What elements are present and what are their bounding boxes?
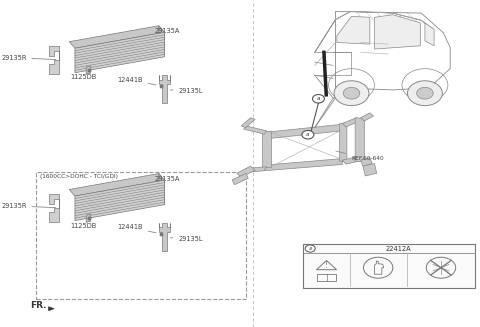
Text: 12441B: 12441B [118,77,156,85]
Text: a: a [306,132,310,137]
Text: 29135R: 29135R [1,203,56,209]
Polygon shape [69,26,165,48]
Text: !: ! [325,261,328,270]
Text: 22412A: 22412A [385,246,411,251]
Polygon shape [159,174,165,205]
Polygon shape [355,118,364,162]
Text: (1600CC>DOHC - TCI/GDI): (1600CC>DOHC - TCI/GDI) [40,174,118,179]
Bar [303,244,475,288]
Text: FR.: FR. [30,301,47,310]
Text: 1125DB: 1125DB [70,70,96,80]
Text: 29135R: 29135R [1,55,56,61]
Polygon shape [360,158,372,166]
Text: REF.60-640: REF.60-640 [336,151,384,161]
Bar [317,274,336,282]
Polygon shape [264,124,342,139]
Polygon shape [75,32,165,73]
Polygon shape [48,46,59,74]
Circle shape [408,81,443,106]
Polygon shape [425,23,434,46]
Polygon shape [48,307,54,311]
Polygon shape [237,166,255,177]
Polygon shape [342,118,360,127]
Text: 12441B: 12441B [118,225,156,233]
Circle shape [305,245,315,252]
Circle shape [302,130,314,139]
Polygon shape [86,66,91,74]
Text: 29135A: 29135A [147,176,180,189]
Text: a: a [309,246,312,251]
Polygon shape [244,167,266,173]
Polygon shape [75,180,165,220]
Text: a: a [317,96,320,101]
Polygon shape [262,131,271,167]
Circle shape [343,87,360,99]
Polygon shape [86,214,91,222]
Polygon shape [48,194,59,222]
Text: 29135L: 29135L [170,88,203,94]
Polygon shape [232,173,248,185]
Polygon shape [339,123,347,161]
Text: 29135L: 29135L [170,236,203,242]
Polygon shape [159,26,165,57]
Polygon shape [159,75,170,103]
Polygon shape [241,118,255,128]
Polygon shape [69,174,165,196]
Polygon shape [374,15,420,49]
Text: 29135A: 29135A [147,28,180,41]
Polygon shape [342,157,360,164]
Circle shape [312,95,324,103]
Polygon shape [360,113,373,121]
Circle shape [334,81,369,106]
Polygon shape [337,16,370,44]
Text: 1125DB: 1125DB [70,218,96,229]
Polygon shape [244,126,266,134]
Polygon shape [363,164,377,176]
Polygon shape [264,159,342,171]
Polygon shape [159,223,170,251]
Circle shape [417,87,433,99]
